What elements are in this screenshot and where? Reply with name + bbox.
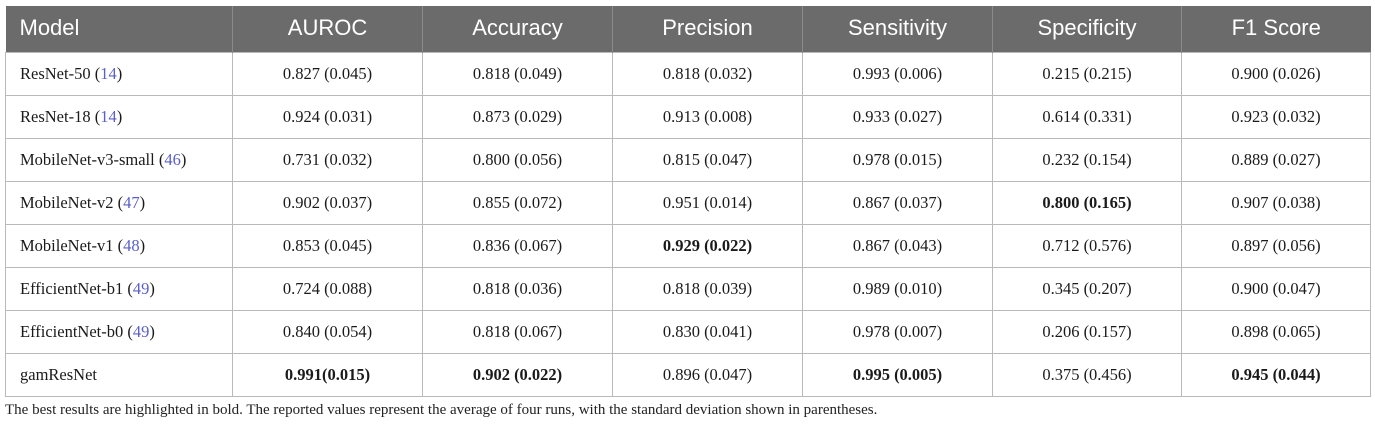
header-precision: Precision [612, 6, 803, 53]
citation-link[interactable]: 14 [100, 64, 117, 83]
value-cell: 0.215 (0.215) [992, 52, 1182, 96]
value-cell: 0.206 (0.157) [992, 310, 1182, 354]
value-cell: 0.902 (0.037) [232, 181, 423, 225]
citation-link[interactable]: 46 [164, 150, 181, 169]
value-cell: 0.933 (0.027) [802, 95, 993, 139]
value-cell: 0.815 (0.047) [612, 138, 803, 182]
best-value-cell: 0.929 (0.022) [612, 224, 803, 268]
table-row: EfficientNet-b0 (49) 0.840 (0.054) 0.818… [5, 310, 1371, 354]
results-table: Model AUROC Accuracy Precision Sensitivi… [5, 6, 1371, 397]
value-cell: 0.818 (0.049) [422, 52, 613, 96]
model-cell: ResNet-50 (14) [5, 52, 233, 96]
citation-link[interactable]: 49 [132, 322, 150, 341]
value-cell: 0.818 (0.039) [612, 267, 803, 311]
model-cell: EfficientNet-b1 (49) [5, 267, 233, 311]
model-name: MobileNet-v1 [20, 236, 114, 255]
table-row: ResNet-18 (14) 0.924 (0.031) 0.873 (0.02… [5, 95, 1371, 139]
value-cell: 0.818 (0.032) [612, 52, 803, 96]
best-value-cell: 0.902 (0.022) [422, 353, 613, 397]
value-cell: 0.867 (0.037) [802, 181, 993, 225]
value-cell: 0.907 (0.038) [1181, 181, 1371, 225]
value-cell: 0.993 (0.006) [802, 52, 993, 96]
model-name: MobileNet-v3-small [20, 150, 155, 169]
value-cell: 0.232 (0.154) [992, 138, 1182, 182]
best-value-cell: 0.800 (0.165) [992, 181, 1182, 225]
table-footnote: The best results are highlighted in bold… [5, 402, 878, 418]
value-cell: 0.897 (0.056) [1181, 224, 1371, 268]
header-sensitivity: Sensitivity [802, 6, 993, 53]
model-name: EfficientNet-b0 [20, 322, 124, 341]
value-cell: 0.818 (0.067) [422, 310, 613, 354]
value-cell: 0.836 (0.067) [422, 224, 613, 268]
table-row: MobileNet-v3-small (46) 0.731 (0.032) 0.… [5, 138, 1371, 182]
value-cell: 0.896 (0.047) [612, 353, 803, 397]
value-cell: 0.855 (0.072) [422, 181, 613, 225]
citation-link[interactable]: 48 [123, 236, 140, 255]
value-cell: 0.375 (0.456) [992, 353, 1182, 397]
value-cell: 0.873 (0.029) [422, 95, 613, 139]
model-cell: MobileNet-v3-small (46) [5, 138, 233, 182]
model-name: ResNet-50 [20, 64, 91, 83]
header-specificity: Specificity [992, 6, 1182, 53]
table-row: ResNet-50 (14) 0.827 (0.045) 0.818 (0.04… [5, 52, 1371, 96]
table-row: EfficientNet-b1 (49) 0.724 (0.088) 0.818… [5, 267, 1371, 311]
value-cell: 0.724 (0.088) [232, 267, 423, 311]
value-cell: 0.978 (0.015) [802, 138, 993, 182]
model-name: ResNet-18 [20, 107, 91, 126]
model-name: EfficientNet-b1 [20, 279, 124, 298]
value-cell: 0.923 (0.032) [1181, 95, 1371, 139]
value-cell: 0.867 (0.043) [802, 224, 993, 268]
best-value-cell: 0.945 (0.044) [1181, 353, 1371, 397]
value-cell: 0.900 (0.047) [1181, 267, 1371, 311]
value-cell: 0.830 (0.041) [612, 310, 803, 354]
value-cell: 0.951 (0.014) [612, 181, 803, 225]
best-value-cell: 0.991(0.015) [232, 353, 423, 397]
value-cell: 0.614 (0.331) [992, 95, 1182, 139]
best-value-cell: 0.995 (0.005) [802, 353, 993, 397]
header-f1-score: F1 Score [1181, 6, 1371, 53]
value-cell: 0.345 (0.207) [992, 267, 1182, 311]
model-cell: MobileNet-v2 (47) [5, 181, 233, 225]
citation-link[interactable]: 14 [100, 107, 117, 126]
model-name: gamResNet [20, 365, 97, 384]
value-cell: 0.827 (0.045) [232, 52, 423, 96]
header-auroc: AUROC [232, 6, 423, 53]
model-name: MobileNet-v2 [20, 193, 114, 212]
value-cell: 0.898 (0.065) [1181, 310, 1371, 354]
header-accuracy: Accuracy [422, 6, 613, 53]
value-cell: 0.800 (0.056) [422, 138, 613, 182]
value-cell: 0.731 (0.032) [232, 138, 423, 182]
value-cell: 0.712 (0.576) [992, 224, 1182, 268]
value-cell: 0.913 (0.008) [612, 95, 803, 139]
results-table-container: Model AUROC Accuracy Precision Sensitivi… [5, 6, 1371, 397]
header-model: Model [5, 6, 233, 53]
value-cell: 0.818 (0.036) [422, 267, 613, 311]
model-cell: EfficientNet-b0 (49) [5, 310, 233, 354]
value-cell: 0.840 (0.054) [232, 310, 423, 354]
citation-link[interactable]: 47 [123, 193, 140, 212]
header-row: Model AUROC Accuracy Precision Sensitivi… [5, 6, 1371, 53]
table-row: MobileNet-v1 (48) 0.853 (0.045) 0.836 (0… [5, 224, 1371, 268]
value-cell: 0.989 (0.010) [802, 267, 993, 311]
citation-link[interactable]: 49 [132, 279, 150, 298]
value-cell: 0.889 (0.027) [1181, 138, 1371, 182]
model-cell: ResNet-18 (14) [5, 95, 233, 139]
table-row: gamResNet 0.991(0.015) 0.902 (0.022) 0.8… [5, 353, 1371, 397]
model-cell: gamResNet [5, 353, 233, 397]
value-cell: 0.924 (0.031) [232, 95, 423, 139]
value-cell: 0.978 (0.007) [802, 310, 993, 354]
table-row: MobileNet-v2 (47) 0.902 (0.037) 0.855 (0… [5, 181, 1371, 225]
value-cell: 0.900 (0.026) [1181, 52, 1371, 96]
value-cell: 0.853 (0.045) [232, 224, 423, 268]
model-cell: MobileNet-v1 (48) [5, 224, 233, 268]
